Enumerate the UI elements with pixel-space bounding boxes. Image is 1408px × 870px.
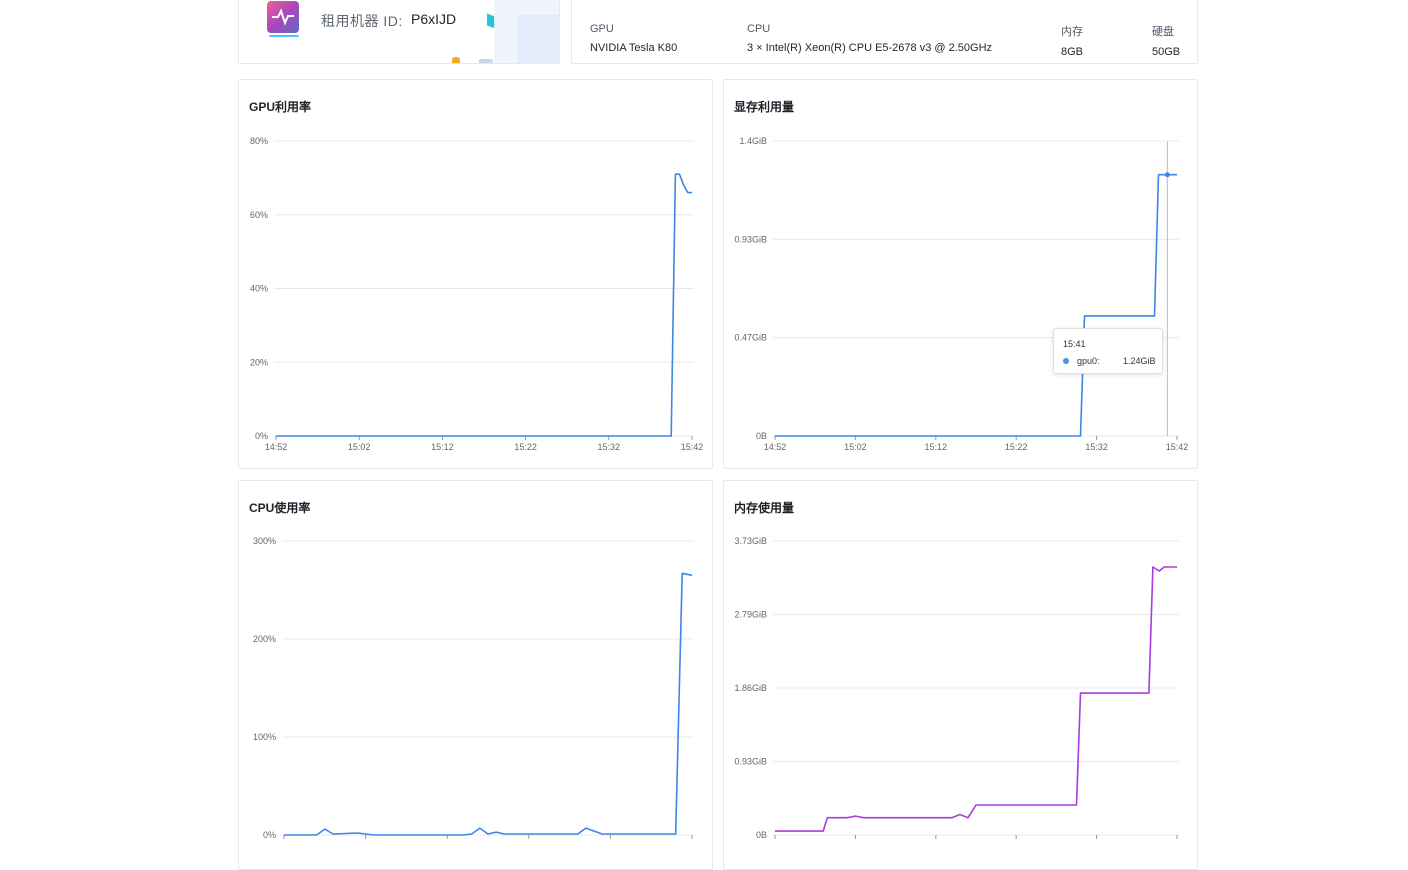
machine-card: 租用机器 ID: P6xIJD [238, 0, 560, 64]
gpu-utilization-card: GPU利用率 0% 20% 40% 60% 80% 14:52 15:02 15:12 15:2… [238, 79, 713, 469]
x-tick-label: 15:22 [514, 442, 537, 452]
x-tick-label: 15:42 [681, 442, 704, 452]
monitor-icon [267, 1, 299, 33]
y-tick-label: 0% [263, 830, 276, 840]
spec-card: GPU NVIDIA Tesla K80 CPU 3 × Intel(R) Xe… [571, 0, 1198, 64]
cpu-usage-card: CPU使用率 0% 100% 200% 300% [238, 480, 713, 870]
gpu-utilization-chart[interactable]: 0% 20% 40% 60% 80% 14:52 15:02 15:12 15:22 15:32 1… [239, 80, 713, 469]
tooltip-series-name: gpu0: [1077, 356, 1100, 366]
spec-cpu: CPU 3 × Intel(R) Xeon(R) CPU E5-2678 v3 … [747, 23, 992, 54]
chart-title: 内存使用量 [734, 501, 795, 515]
x-tick-label: 15:32 [598, 442, 621, 452]
spec-cpu-value: 3 × Intel(R) Xeon(R) CPU E5-2678 v3 @ 2.… [747, 42, 993, 54]
spec-gpu-value: NVIDIA Tesla K80 [590, 42, 678, 54]
chart-title: GPU利用率 [249, 100, 312, 114]
spec-memory: 内存 8GB [1061, 23, 1083, 58]
y-tick-label: 0.93GiB [734, 234, 767, 244]
series-line [775, 173, 1177, 437]
spec-memory-head: 内存 [1061, 26, 1083, 38]
tooltip-time: 15:41 [1063, 339, 1086, 349]
gpu-memory-chart[interactable]: 0B 0.47GiB 0.93GiB 1.4GiB 14:52 15:02 15:12 15:… [724, 80, 1198, 469]
y-tick-label: 0.47GiB [734, 333, 767, 343]
y-tick-label: 2.79GiB [734, 610, 767, 620]
y-tick-label: 0B [756, 431, 767, 441]
spec-memory-value: 8GB [1061, 46, 1084, 58]
y-tick-label: 60% [250, 210, 268, 220]
gpu-memory-card: 显存利用量 0B 0.47GiB 0.93GiB 1.4GiB 14:52 15:02 15… [723, 79, 1198, 469]
y-tick-label: 20% [250, 357, 268, 367]
decoration-blue-block [517, 15, 559, 63]
machine-id-label: 租用机器 ID: [321, 13, 403, 29]
y-tick-label: 100% [253, 732, 276, 742]
y-tick-label: 200% [253, 634, 276, 644]
y-tick-label: 80% [250, 136, 268, 146]
y-tick-label: 0% [255, 431, 268, 441]
spec-disk-value: 50GB [1152, 46, 1181, 58]
x-tick-label: 15:32 [1085, 442, 1108, 452]
y-tick-label: 3.73GiB [734, 536, 767, 546]
x-tick-label: 14:52 [764, 442, 787, 452]
spec-gpu: GPU NVIDIA Tesla K80 [590, 23, 677, 54]
decoration-orange-shape [452, 57, 460, 63]
chart-title: 显存利用量 [734, 100, 795, 114]
y-tick-label: 40% [250, 284, 268, 294]
x-tick-label: 15:02 [844, 442, 867, 452]
y-tick-label: 0.93GiB [734, 757, 767, 767]
logo-underline [269, 35, 299, 37]
y-tick-label: 0B [756, 830, 767, 840]
tooltip-value: 1.24GiB [1123, 356, 1156, 366]
series-line [775, 566, 1177, 832]
x-tick-label: 14:52 [265, 442, 288, 452]
cpu-usage-chart[interactable]: 0% 100% 200% 300% [239, 481, 713, 870]
x-tick-label: 15:12 [925, 442, 948, 452]
memory-usage-chart[interactable]: 0B 0.93GiB 1.86GiB 2.79GiB 3.73GiB [724, 481, 1198, 870]
x-tick-label: 15:12 [431, 442, 454, 452]
memory-usage-card: 内存使用量 0B 0.93GiB 1.86GiB 2.79GiB 3.73GiB [723, 480, 1198, 870]
chart-title: CPU使用率 [249, 501, 311, 515]
y-tick-label: 300% [253, 536, 276, 546]
spec-disk: 硬盘 50GB [1152, 23, 1180, 58]
spec-disk-head: 硬盘 [1152, 26, 1174, 38]
hover-point [1164, 172, 1170, 178]
machine-id-value: P6xIJD [411, 11, 457, 27]
series-line [284, 572, 693, 836]
tooltip-series-dot [1063, 358, 1069, 364]
y-tick-label: 1.4GiB [739, 136, 767, 146]
x-tick-label: 15:02 [348, 442, 371, 452]
y-tick-label: 1.86GiB [734, 683, 767, 693]
spec-gpu-head: GPU [590, 23, 614, 35]
spec-cpu-head: CPU [747, 23, 771, 35]
chart-tooltip: 15:41 gpu0: 1.24GiB [1053, 328, 1163, 374]
decoration-gray-shape [479, 59, 493, 63]
x-tick-label: 15:42 [1166, 442, 1189, 452]
series-line [276, 173, 692, 437]
x-tick-label: 15:22 [1005, 442, 1028, 452]
